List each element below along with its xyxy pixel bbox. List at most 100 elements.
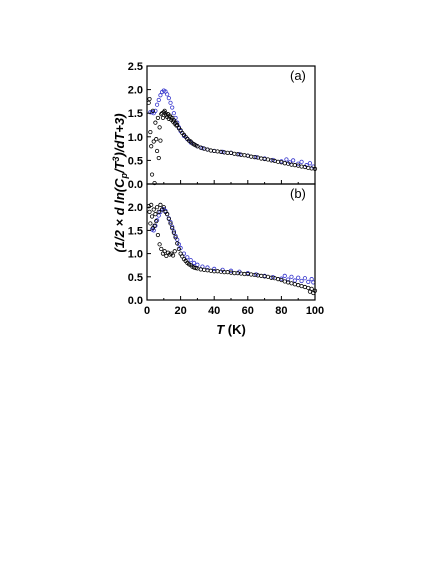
panel-b-series-1-point-4 <box>149 214 155 219</box>
panel-b-series-1-point-14 <box>158 202 163 207</box>
panel-b-series-1-point-6 <box>151 207 156 212</box>
panel-b-series-1-point-26 <box>168 221 173 226</box>
panel-b-series-1-point-21 <box>164 253 169 259</box>
panel-b-ticks: 0 20 40 60 80 100 0.0 0.5 1.0 1.5 2.0 <box>128 202 324 317</box>
panel-a-y-tick-label-5: 2.5 <box>128 61 143 73</box>
y-axis-label-sup: 3 <box>111 156 121 161</box>
panel-a-series-1-point-14 <box>158 138 163 143</box>
panel-a-label: (a) <box>290 68 306 83</box>
panel-a-series-1-point-77 <box>299 164 304 169</box>
panel-b-y-tick-label-4: 2.0 <box>128 202 143 214</box>
panel-a-series-1-point-50 <box>208 148 213 153</box>
panel-a-series-1-point-56 <box>228 150 234 155</box>
panel-b-series-1-point-8 <box>153 212 158 217</box>
x-axis-label-var: T <box>216 322 225 337</box>
panel-a-series-1-point-75 <box>292 163 297 168</box>
panel-a-series-1-point-7 <box>152 180 157 186</box>
panel-b-series-0-point-40 <box>302 276 308 281</box>
panel-a-y-tick-label-0: 0.0 <box>128 179 143 191</box>
panel-b-series-1-point-64 <box>259 273 264 278</box>
panel-b-y-tick-label-0: 0.0 <box>128 295 143 307</box>
y-axis-label-post: )/dT+3) <box>112 113 127 158</box>
panel-b-series-0-point-11 <box>168 219 173 225</box>
panel-b-series-1-point-71 <box>282 279 287 284</box>
x-axis-label: T (K) <box>216 322 246 337</box>
y-axis-label: (1/2 × d ln(Cp/T3)/dT+3) <box>111 113 129 252</box>
panel-b-series-1-point-74 <box>292 282 297 287</box>
panel-b-series-0-point-20 <box>188 257 193 263</box>
panel-b-series-0-point-36 <box>289 274 294 279</box>
panel-a-series-1-point-9 <box>154 137 159 142</box>
panel-b-series-1-point-19 <box>162 249 167 254</box>
panel-b-series-1-point-59 <box>242 271 247 277</box>
panel-b-series-1-point-12 <box>156 209 161 214</box>
panel-b-series-1-point-1 <box>147 209 152 214</box>
panel-a-frame <box>146 65 316 185</box>
panel-a-series-1-point-3 <box>149 144 154 149</box>
panel-b-series-0-point-19 <box>185 255 190 260</box>
panel-b: 0 20 40 60 80 100 0.0 0.5 1.0 1.5 2.0 (b) <box>128 183 324 317</box>
panel-a-series-1-point-2 <box>148 129 153 135</box>
panel-b-series-0-point-4 <box>156 213 161 218</box>
panel-a-y-tick-label-4: 2.0 <box>128 85 143 97</box>
panel-a-series-1-point-49 <box>205 147 210 152</box>
panel-a-series-0-point-12 <box>168 100 173 105</box>
panel-a-series-0-point-11 <box>166 96 171 101</box>
panel-b-series-0-point-35 <box>286 277 291 282</box>
panel-a-data <box>146 88 318 186</box>
panel-b-x-tick-label-1: 20 <box>174 305 186 317</box>
panel-b-y-tick-label-1: 0.5 <box>128 272 143 284</box>
panel-b-series-1-point-2 <box>148 221 153 226</box>
panel-a-series-1-point-13 <box>157 125 162 130</box>
panel-b-series-0-point-1 <box>151 228 156 233</box>
panel-b-series-0-point-24 <box>205 265 210 270</box>
panel-b-series-1-point-69 <box>275 277 281 282</box>
panel-a-series-1-point-70 <box>275 159 281 164</box>
panel-a-series-1-point-5 <box>150 108 155 113</box>
panel-b-x-tick-label-0: 0 <box>144 305 150 317</box>
panel-b-series-1-point-78 <box>306 285 311 291</box>
panel-b-x-tick-label-3: 60 <box>242 305 254 317</box>
panel-a-series-1-point-65 <box>259 156 264 161</box>
panel-a-series-1-point-67 <box>265 157 271 162</box>
panel-b-series-0-point-42 <box>309 277 314 282</box>
panel-b-series-0-point-21 <box>191 260 197 265</box>
panel-a-series-1-point-61 <box>245 153 250 158</box>
panel-a-series-1-point-1 <box>147 96 152 102</box>
panel-a-series-1-point-17 <box>160 115 166 121</box>
panel-b-y-tick-label-3: 1.5 <box>128 225 143 237</box>
panel-a-series-0-point-3 <box>153 108 158 113</box>
panel-a-series-0-point-13 <box>170 105 175 110</box>
panel-a-series-0-point-4 <box>154 102 160 107</box>
panel-b-series-1-point-22 <box>165 212 170 217</box>
panel-b-series-0-point-14 <box>173 233 178 239</box>
x-axis-label-unit: (K) <box>224 322 246 337</box>
panel-a-y-tick-label-3: 1.5 <box>128 108 143 120</box>
panel-a-series-0-point-37 <box>291 158 296 163</box>
panel-b-series-0-point-34 <box>282 273 287 278</box>
y-axis-label-sub: p <box>119 173 129 180</box>
panel-b-series-0-point-12 <box>170 224 175 229</box>
panel-a-series-1-point-6 <box>151 139 156 144</box>
panel-a-series-0-point-38 <box>296 161 301 166</box>
panel-a-series-1-point-12 <box>156 155 161 161</box>
panel-a-series-0-point-5 <box>156 97 161 103</box>
panel-b-series-1-point-61 <box>249 272 254 277</box>
panel-b-series-1-point-24 <box>166 216 171 221</box>
panel-b-series-1-point-28 <box>170 225 175 231</box>
panel-b-series-1-point-75 <box>296 283 301 288</box>
panel-a-y-tick-label-2: 1.0 <box>128 132 143 144</box>
panel-b-series-0-point-39 <box>299 278 304 284</box>
panel-a-series-1-point-60 <box>242 153 247 158</box>
panel-b-series-1-point-50 <box>212 269 217 274</box>
panel-b-label: (b) <box>290 186 306 201</box>
panel-b-series-1-point-49 <box>208 268 213 273</box>
panel-a-y-tick-label-1: 0.5 <box>128 155 143 167</box>
panel-b-series-1-point-31 <box>172 249 177 254</box>
panel-a-series-0-point-14 <box>171 111 176 116</box>
panel-b-series-1-point-7 <box>152 223 157 228</box>
y-axis-label-pre: (1/2 × d ln(C <box>112 178 127 253</box>
panel-a-series-1-point-55 <box>225 150 230 155</box>
panel-b-x-tick-label-5: 100 <box>306 305 324 317</box>
